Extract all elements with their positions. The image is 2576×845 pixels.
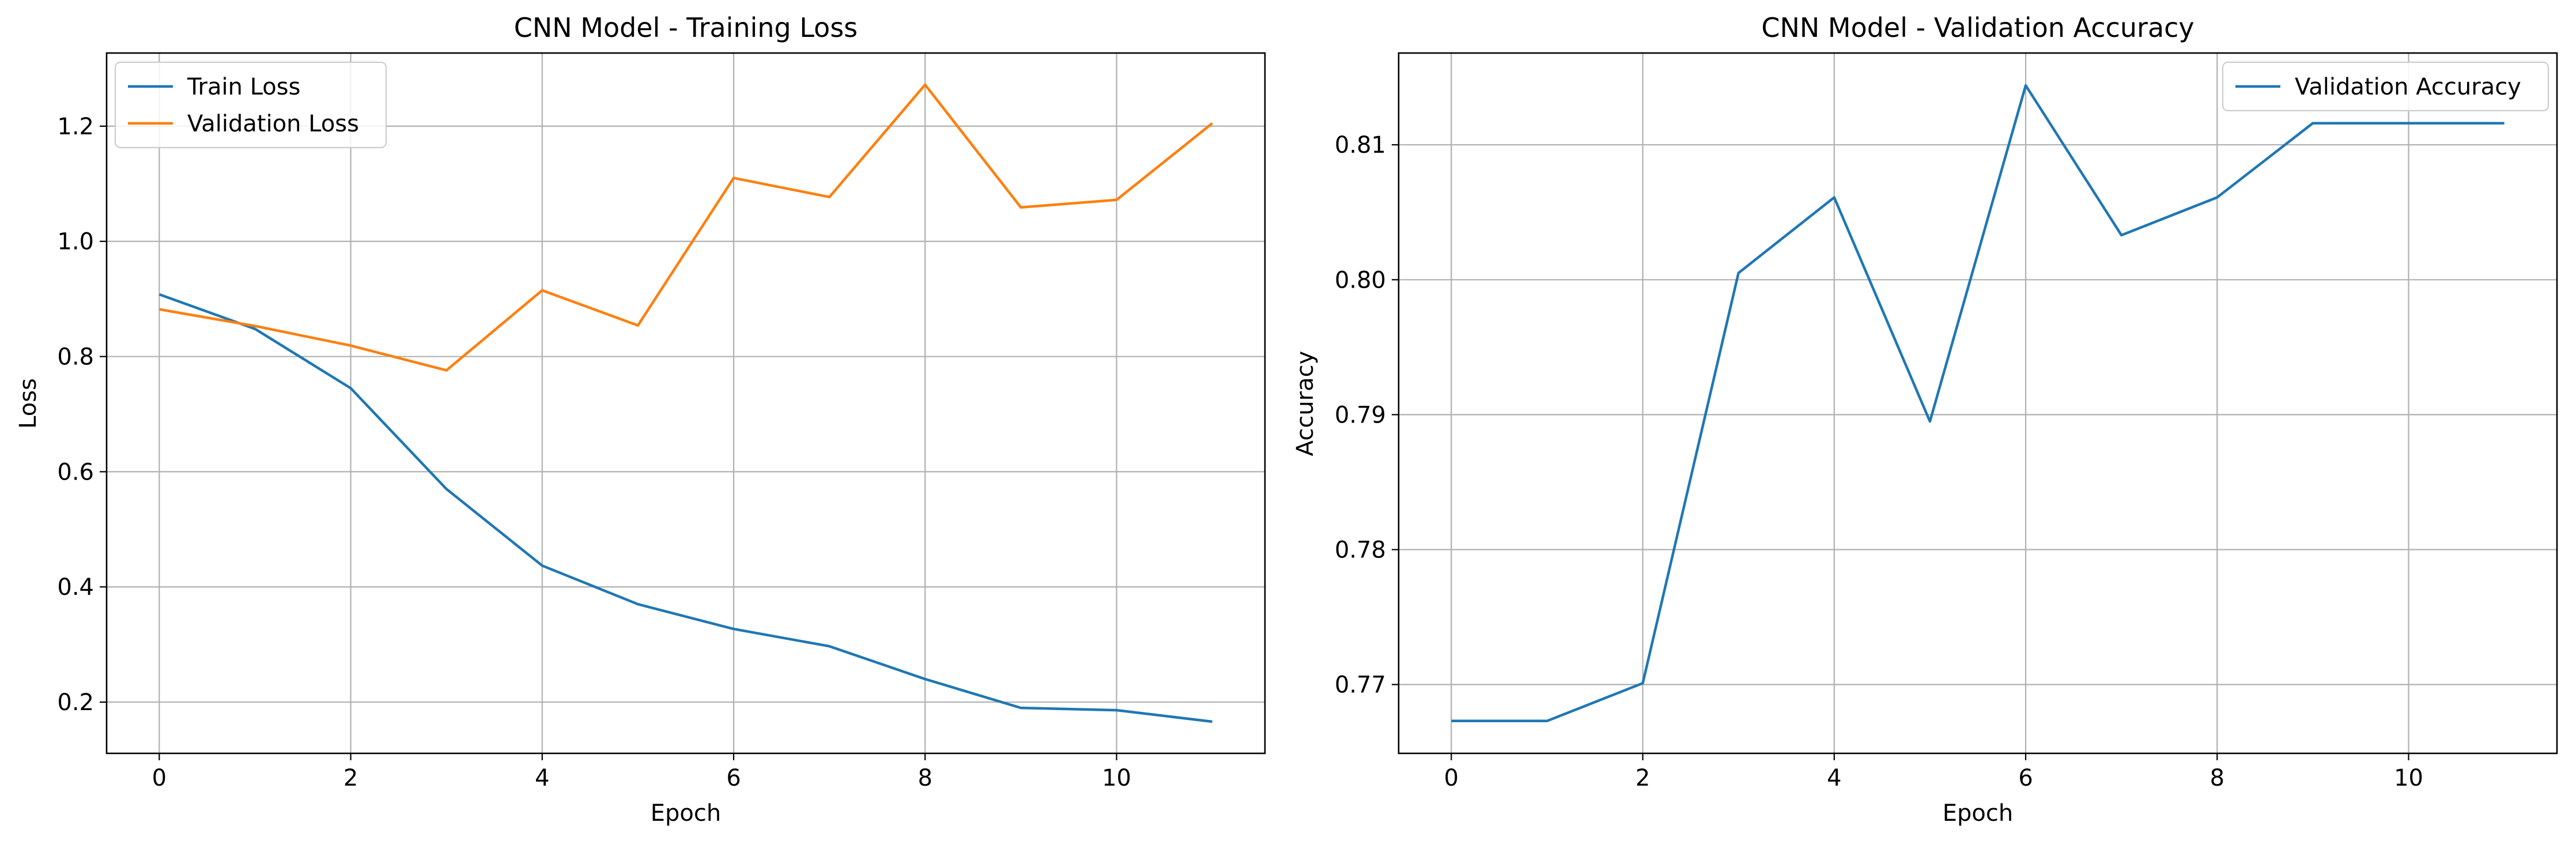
x-tick-label: 0 (1444, 765, 1459, 791)
x-axis-label: Epoch (651, 800, 721, 827)
series-lines (158, 83, 1214, 723)
validation-accuracy-chart: CNN Model - Validation Accuracy 0 2 4 6 8 100… (1292, 12, 2558, 827)
grid-lines (107, 53, 1265, 753)
x-tick-label: 10 (1102, 765, 1131, 791)
legend-label: Train Loss (187, 74, 300, 100)
legend: Train Loss Validation Loss (114, 61, 387, 149)
y-tick-label: 0.78 (1335, 537, 1386, 564)
plot-frame (105, 52, 1266, 755)
legend-box (2222, 61, 2549, 112)
x-axis-label: Epoch (1943, 800, 2013, 827)
y-axis-label: Loss (15, 378, 41, 429)
x-tick-label: 4 (1827, 765, 1841, 791)
training-loss-chart: CNN Model - Training Loss 0 2 4 6 8 100.20.40… (15, 12, 1266, 827)
series-line-validation-loss (159, 83, 1214, 372)
y-tick-label: 0.2 (57, 689, 94, 716)
y-axis-label: Accuracy (1292, 351, 1319, 457)
series-line-validation-accuracy (1451, 84, 2505, 723)
axis-ticks: 0 2 4 6 8 10 0.77 0.78 0.79 0.80 0.81 (1335, 132, 2423, 791)
legend-label: Validation Loss (187, 111, 359, 137)
x-tick-label: 2 (343, 765, 358, 791)
y-tick-label: 0.81 (1335, 132, 1386, 159)
grid-lines (1399, 53, 2557, 753)
series-line-train-loss (158, 293, 1213, 723)
x-tick-label: 6 (726, 765, 741, 791)
x-tick-label: 4 (535, 765, 549, 791)
y-tick-label: 0.6 (57, 459, 94, 485)
y-tick-label: 1.2 (57, 114, 94, 140)
x-tick-label: 8 (2210, 765, 2224, 791)
x-tick-label: 8 (918, 765, 932, 791)
x-tick-label: 6 (2018, 765, 2033, 791)
legend-box (114, 61, 387, 149)
y-tick-label: 0.4 (57, 574, 94, 601)
y-tick-label: 0.80 (1335, 267, 1386, 293)
y-tick-label: 0.79 (1335, 402, 1386, 428)
legend-label: Validation Accuracy (2295, 74, 2521, 100)
x-tick-label: 0 (152, 765, 167, 791)
y-tick-label: 0.77 (1335, 672, 1386, 699)
plot-frame (1397, 52, 2558, 755)
legend: Validation Accuracy (2222, 61, 2549, 112)
chart-title: CNN Model - Validation Accuracy (1761, 12, 2194, 43)
axis-ticks: 0 2 4 6 8 10 0.2 0.4 0.6 0.8 1.0 1.2 (57, 114, 1131, 791)
series-lines (1451, 84, 2505, 723)
chart-title: CNN Model - Training Loss (514, 12, 858, 43)
y-tick-label: 0.8 (57, 344, 94, 371)
y-tick-label: 1.0 (57, 229, 94, 255)
x-tick-label: 2 (1636, 765, 1650, 791)
x-tick-label: 10 (2394, 765, 2423, 791)
